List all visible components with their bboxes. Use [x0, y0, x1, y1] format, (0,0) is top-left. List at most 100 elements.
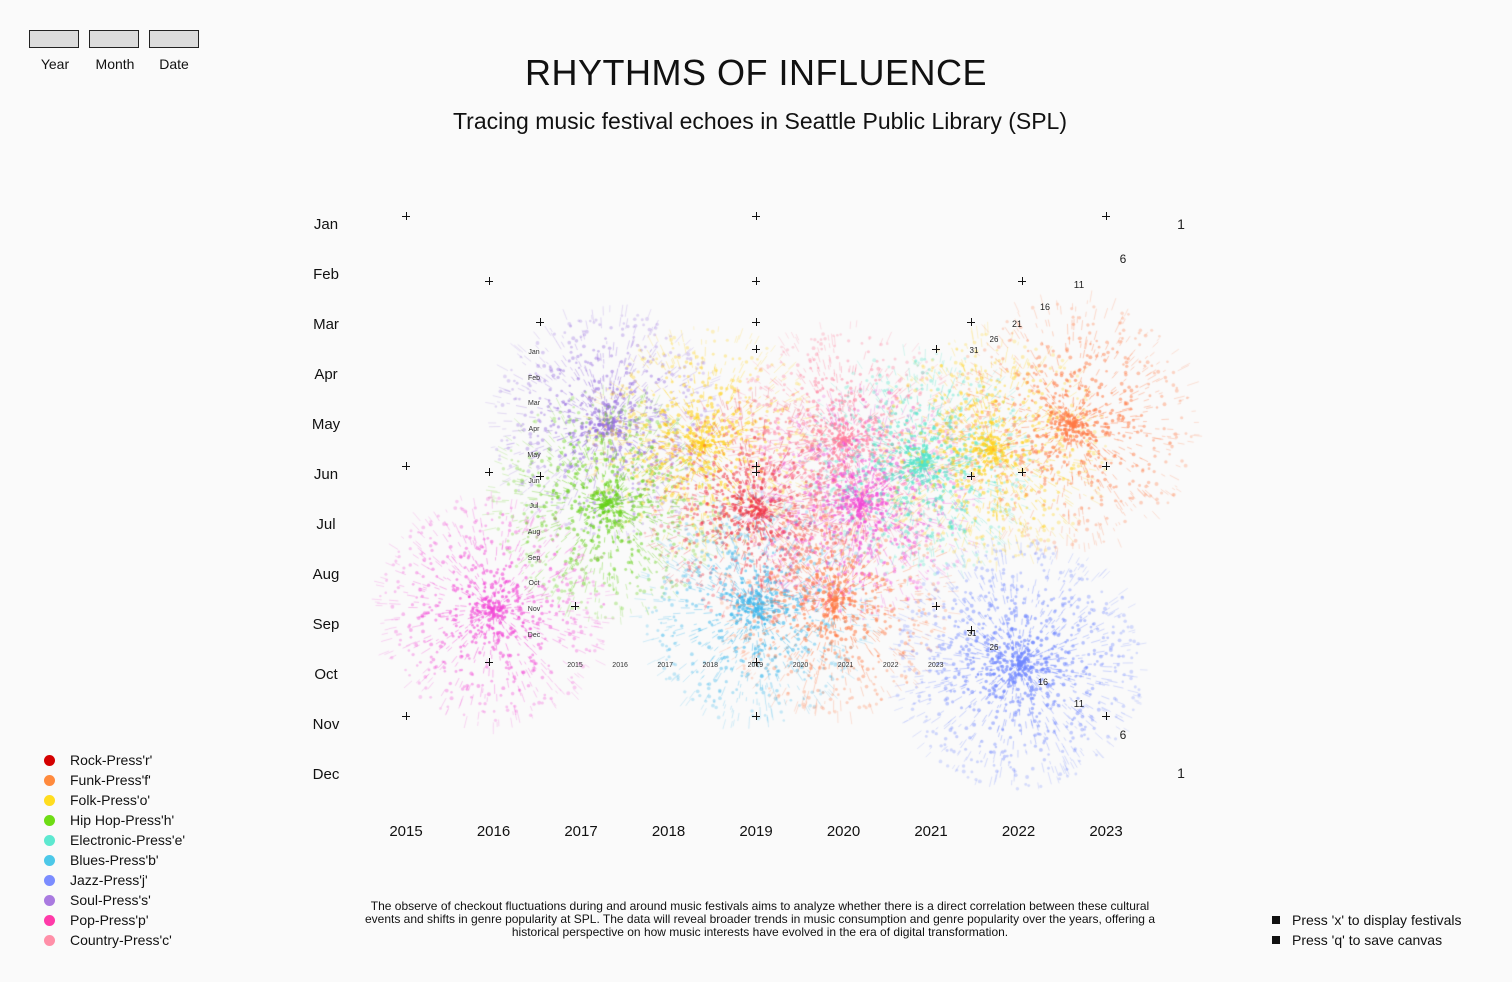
y-tick-label: Feb — [313, 266, 339, 283]
inner-month-label: Jun — [528, 477, 540, 485]
legend-label: Folk-Press'o' — [70, 792, 151, 808]
cross-marker — [1018, 277, 1026, 285]
legend-label: Pop-Press'p' — [70, 912, 149, 928]
description: The observe of checkout fluctuations dur… — [364, 899, 1155, 939]
x-tick-label: 2018 — [651, 823, 686, 840]
legend-label: Country-Press'c' — [70, 932, 172, 948]
hint-text: Press 'x' to display festivals — [1292, 912, 1462, 928]
y-tick-label: Sep — [312, 616, 340, 633]
x-tick-label: 2015 — [389, 823, 423, 840]
cross-marker — [752, 318, 760, 326]
x-tick-label: 2021 — [914, 823, 948, 840]
inner-year-label: 2020 — [792, 662, 809, 669]
y-tick-label: Aug — [312, 566, 340, 583]
cross-marker — [485, 468, 493, 476]
cross-marker — [752, 658, 760, 666]
inner-month-label: Mar — [527, 400, 541, 408]
legend-item-blues[interactable]: Blues-Press'b' — [44, 852, 159, 868]
y-tick-label: Mar — [313, 316, 339, 333]
x-tick-label: 2023 — [1089, 823, 1123, 840]
inner-month-label: Oct — [528, 580, 540, 588]
day-label: 1 — [1177, 765, 1185, 781]
cross-marker — [402, 212, 410, 220]
hint-text: Press 'q' to save canvas — [1292, 932, 1443, 948]
legend-color-dot — [44, 934, 55, 946]
inner-year-label: 2017 — [657, 662, 673, 669]
month-input[interactable] — [89, 30, 139, 48]
y-tick-label: Apr — [314, 366, 338, 383]
day-label: 26 — [989, 335, 999, 344]
inner-month-label: Nov — [527, 606, 541, 613]
cross-marker — [932, 345, 940, 353]
legend-item-rock[interactable]: Rock-Press'r' — [44, 752, 152, 768]
y-tick-label: Jun — [313, 466, 339, 483]
legend-label: Electronic-Press'e' — [70, 832, 186, 848]
day-label: 1 — [1177, 216, 1185, 232]
legend-color-dot — [44, 894, 55, 906]
legend-color-dot — [44, 914, 55, 926]
legend-item-soul[interactable]: Soul-Press's' — [44, 892, 151, 908]
inner-month-label: Sep — [527, 554, 541, 562]
legend-label: Jazz-Press'j' — [70, 872, 148, 888]
day-label: 6 — [1119, 728, 1127, 742]
x-tick-label: 2019 — [739, 823, 773, 840]
legend-label: Hip Hop-Press'h' — [70, 812, 175, 828]
legend-label: Blues-Press'b' — [70, 852, 159, 868]
legend-label: Rock-Press'r' — [70, 752, 153, 768]
year-input[interactable] — [29, 30, 79, 48]
y-tick-label: Dec — [312, 766, 340, 783]
cross-marker — [571, 602, 579, 610]
legend-item-pop[interactable]: Pop-Press'p' — [44, 912, 149, 928]
legend-label: Funk-Press'f' — [70, 772, 151, 788]
cross-marker — [1102, 212, 1110, 220]
inner-month-label: Aug — [527, 528, 541, 536]
cross-marker — [1102, 462, 1110, 470]
legend-item-funk[interactable]: Funk-Press'f' — [44, 772, 151, 788]
cross-marker — [967, 318, 975, 326]
y-tick-label: Nov — [312, 716, 340, 733]
legend-color-dot — [44, 794, 55, 806]
legend-color-dot — [44, 754, 55, 766]
y-tick-label: Jan — [313, 216, 339, 233]
y-tick-label: Jul — [316, 516, 336, 533]
legend-item-hip-hop[interactable]: Hip Hop-Press'h' — [44, 812, 174, 828]
legend-color-dot — [44, 774, 55, 786]
day-label: 31 — [969, 346, 979, 355]
legend-color-dot — [44, 834, 55, 846]
bullet-icon — [1272, 916, 1280, 924]
day-label: 16 — [1039, 302, 1050, 312]
legend-item-folk[interactable]: Folk-Press'o' — [44, 792, 150, 808]
cross-marker — [967, 472, 975, 480]
day-label: 21 — [1011, 319, 1022, 329]
day-label: 31 — [967, 629, 977, 638]
inner-month-label: Feb — [527, 374, 541, 382]
x-tick-label: 2022 — [1001, 823, 1036, 840]
cross-marker — [536, 472, 544, 480]
cross-marker — [402, 712, 410, 720]
legend-item-country[interactable]: Country-Press'c' — [44, 932, 172, 948]
inner-month-label: Apr — [528, 426, 540, 434]
legend-item-jazz[interactable]: Jazz-Press'j' — [44, 872, 148, 888]
cross-marker — [536, 318, 544, 326]
inner-month-label: Jan — [528, 349, 540, 356]
date-input[interactable] — [149, 30, 199, 48]
cross-marker — [485, 658, 493, 666]
cross-marker — [752, 462, 760, 470]
legend-label: Soul-Press's' — [70, 892, 151, 908]
cross-marker — [752, 212, 760, 220]
legend-item-electronic[interactable]: Electronic-Press'e' — [44, 832, 185, 848]
inner-month-label: Jul — [529, 503, 539, 511]
inner-year-label: 2018 — [702, 662, 719, 669]
y-tick-label: May — [311, 416, 341, 433]
page-title: RHYTHMS OF INFLUENCE — [524, 52, 988, 93]
cross-marker — [752, 468, 760, 476]
x-tick-label: 2017 — [564, 823, 598, 840]
legend-color-dot — [44, 874, 55, 886]
legend-color-dot — [44, 814, 55, 826]
day-label: 6 — [1119, 252, 1127, 266]
inner-year-label: 2022 — [882, 662, 899, 669]
cross-marker — [1102, 712, 1110, 720]
cross-marker — [752, 345, 760, 353]
cross-marker — [485, 277, 493, 285]
y-tick-label: Oct — [314, 666, 338, 683]
